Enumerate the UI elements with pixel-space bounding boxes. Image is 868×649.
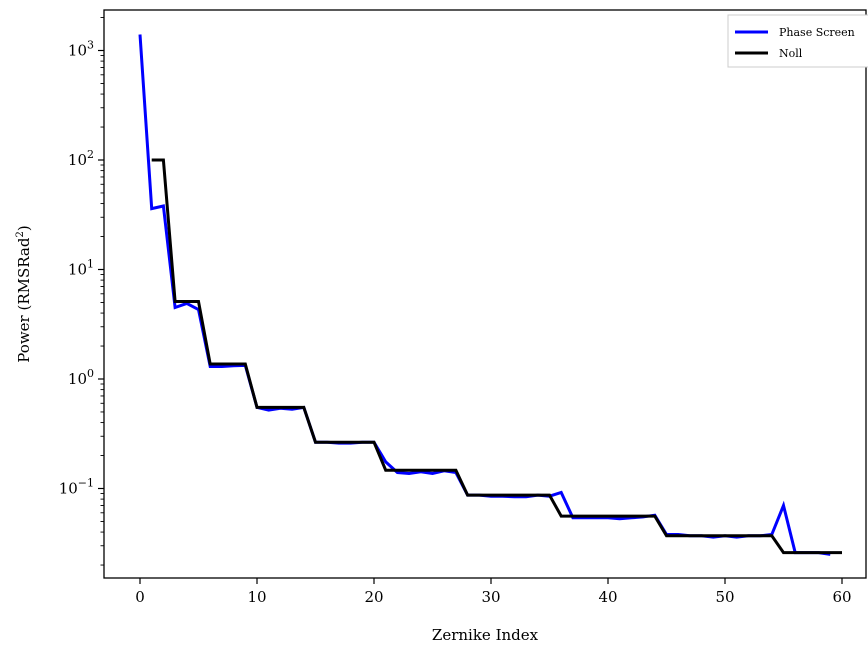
legend-label-noll: Noll xyxy=(779,47,803,60)
y-tick-label: 100 xyxy=(68,367,94,388)
y-tick-label: 101 xyxy=(68,258,94,279)
x-tick-label: 60 xyxy=(832,588,851,606)
x-tick-label: 30 xyxy=(481,588,500,606)
series-line-noll xyxy=(151,158,842,555)
x-tick-label: 50 xyxy=(715,588,734,606)
x-tick-label: 0 xyxy=(135,588,145,606)
x-tick-label: 20 xyxy=(364,588,383,606)
x-tick-label: 10 xyxy=(247,588,266,606)
legend-box xyxy=(727,14,868,68)
x-axis-label: Zernike Index xyxy=(432,626,539,644)
legend: Phase Screen Noll xyxy=(727,14,868,68)
series-layer xyxy=(138,34,842,556)
y-tick-label: 102 xyxy=(68,148,94,169)
y-axis-label: Power (RMSRad2) xyxy=(15,225,33,362)
y-tick-label: 10−1 xyxy=(59,477,94,498)
y-axis-ticks: 103 102 101 100 10−1 xyxy=(59,17,104,566)
legend-label-phase-screen: Phase Screen xyxy=(779,26,855,39)
x-tick-label: 40 xyxy=(598,588,617,606)
y-tick-label: 103 xyxy=(68,39,94,60)
x-axis-ticks: 0 10 20 30 40 50 60 xyxy=(135,578,852,606)
